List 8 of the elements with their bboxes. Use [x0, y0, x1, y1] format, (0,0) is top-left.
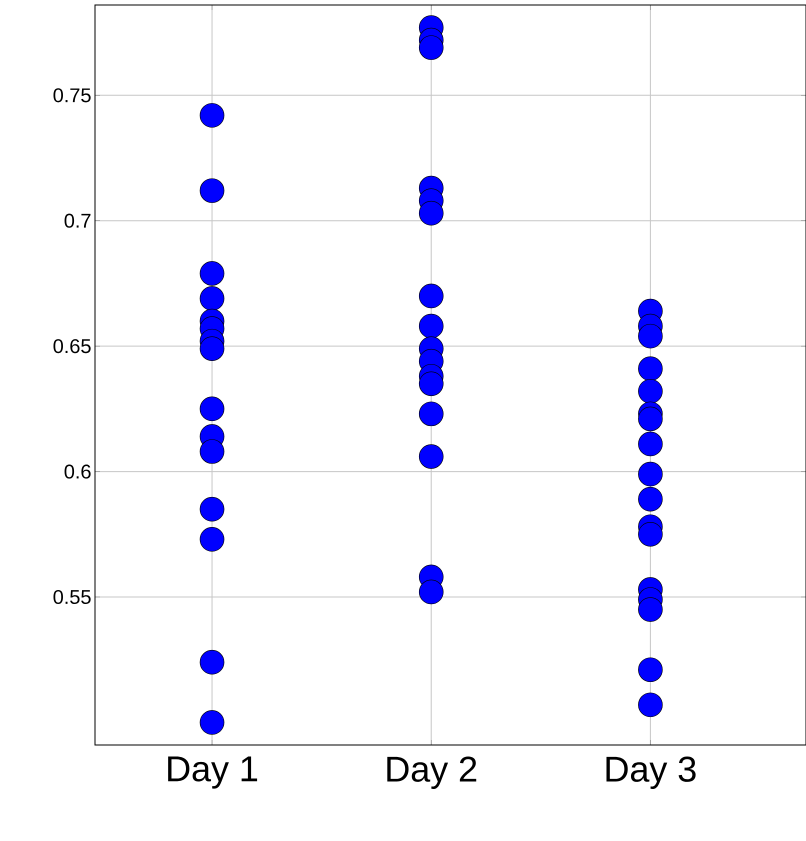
y-tick-label: 0.6	[64, 464, 91, 479]
y-tick-label: 0.65	[53, 339, 91, 354]
y-tick-label: 0.75	[53, 88, 91, 102]
y-tick-label: 0.7	[64, 214, 90, 228]
x-tick-label: Day 2	[387, 756, 476, 789]
x-tick-label: Day 1	[168, 756, 258, 789]
x-tick-label: Day 3	[606, 756, 696, 789]
y-tick-label: 0.55	[53, 590, 91, 604]
